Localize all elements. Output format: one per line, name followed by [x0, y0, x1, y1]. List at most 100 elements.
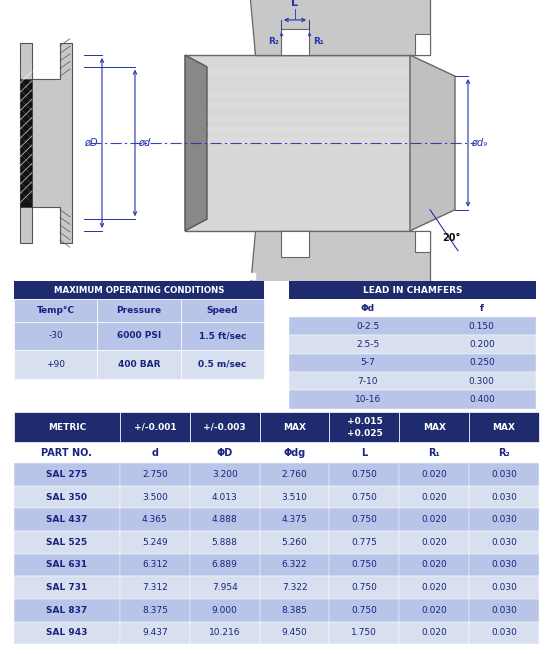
FancyBboxPatch shape [260, 576, 329, 599]
Text: 5-7: 5-7 [361, 358, 375, 368]
Text: +90: +90 [46, 360, 65, 369]
Text: d: d [151, 447, 158, 458]
FancyBboxPatch shape [289, 281, 536, 299]
FancyBboxPatch shape [260, 531, 329, 554]
Text: SAL 350: SAL 350 [46, 492, 87, 502]
Polygon shape [415, 231, 430, 252]
Text: 3.200: 3.200 [212, 470, 238, 479]
Polygon shape [207, 114, 410, 122]
Text: METRIC: METRIC [48, 422, 86, 432]
Text: PART NO.: PART NO. [41, 447, 92, 458]
Text: R₁: R₁ [428, 447, 440, 458]
Text: 5.888: 5.888 [212, 538, 238, 547]
FancyBboxPatch shape [260, 554, 329, 576]
FancyBboxPatch shape [14, 300, 97, 322]
Text: 4.365: 4.365 [142, 515, 168, 525]
Text: 0.030: 0.030 [491, 583, 517, 592]
Polygon shape [415, 34, 430, 55]
Polygon shape [207, 69, 410, 76]
Text: 9.437: 9.437 [142, 628, 168, 638]
Polygon shape [247, 273, 255, 279]
Polygon shape [207, 103, 410, 110]
FancyBboxPatch shape [190, 576, 260, 599]
Text: 0.300: 0.300 [469, 377, 495, 386]
Text: +/-0.003: +/-0.003 [204, 422, 246, 432]
Text: 7.322: 7.322 [282, 583, 307, 592]
FancyBboxPatch shape [289, 317, 536, 336]
Text: Φd: Φd [361, 303, 375, 313]
Text: 6000 PSI: 6000 PSI [117, 332, 161, 341]
FancyBboxPatch shape [260, 463, 329, 486]
FancyBboxPatch shape [190, 531, 260, 554]
Text: 0.020: 0.020 [421, 606, 447, 615]
FancyBboxPatch shape [14, 412, 120, 442]
FancyBboxPatch shape [260, 508, 329, 531]
Text: ød: ød [138, 138, 150, 148]
FancyBboxPatch shape [469, 463, 539, 486]
FancyBboxPatch shape [14, 508, 120, 531]
Text: Temp°C: Temp°C [36, 306, 74, 315]
Text: 0.150: 0.150 [469, 322, 495, 331]
Text: 0.750: 0.750 [351, 583, 377, 592]
FancyBboxPatch shape [329, 576, 399, 599]
FancyBboxPatch shape [14, 350, 97, 379]
FancyBboxPatch shape [329, 412, 399, 442]
Polygon shape [207, 137, 410, 144]
Text: SAL 731: SAL 731 [46, 583, 87, 592]
Text: 4.375: 4.375 [282, 515, 307, 525]
Text: MAXIMUM OPERATING CONDITIONS: MAXIMUM OPERATING CONDITIONS [54, 286, 224, 295]
Text: 20°: 20° [442, 233, 460, 243]
Text: 0.750: 0.750 [351, 606, 377, 615]
FancyBboxPatch shape [399, 508, 469, 531]
Polygon shape [207, 58, 410, 65]
Text: 10.216: 10.216 [209, 628, 240, 638]
FancyBboxPatch shape [469, 486, 539, 508]
Text: 8.375: 8.375 [142, 606, 168, 615]
Text: 0.020: 0.020 [421, 470, 447, 479]
Text: 2.5-5: 2.5-5 [356, 340, 380, 349]
Text: 0.030: 0.030 [491, 470, 517, 479]
Text: 4.013: 4.013 [212, 492, 238, 502]
FancyBboxPatch shape [399, 554, 469, 576]
Text: SAL 943: SAL 943 [46, 628, 87, 638]
Text: 0.5 m/sec: 0.5 m/sec [198, 360, 246, 369]
FancyBboxPatch shape [120, 463, 190, 486]
Text: 9.450: 9.450 [282, 628, 307, 638]
Polygon shape [185, 55, 207, 231]
Polygon shape [281, 231, 309, 256]
FancyBboxPatch shape [260, 486, 329, 508]
Text: +/-0.001: +/-0.001 [134, 422, 176, 432]
Text: 0.750: 0.750 [351, 492, 377, 502]
Text: f: f [480, 303, 484, 313]
FancyBboxPatch shape [289, 336, 536, 354]
Text: MAX: MAX [423, 422, 446, 432]
Text: 0.020: 0.020 [421, 583, 447, 592]
FancyBboxPatch shape [180, 350, 264, 379]
FancyBboxPatch shape [399, 599, 469, 621]
FancyBboxPatch shape [329, 463, 399, 486]
Text: 0.750: 0.750 [351, 515, 377, 525]
FancyBboxPatch shape [190, 463, 260, 486]
Text: øD: øD [85, 138, 98, 148]
Text: 2.750: 2.750 [142, 470, 168, 479]
Text: 5.260: 5.260 [282, 538, 307, 547]
Polygon shape [207, 92, 410, 99]
FancyBboxPatch shape [190, 412, 260, 442]
FancyBboxPatch shape [399, 463, 469, 486]
Polygon shape [20, 78, 32, 207]
FancyBboxPatch shape [469, 412, 539, 442]
Text: SAL 275: SAL 275 [46, 470, 87, 479]
FancyBboxPatch shape [469, 531, 539, 554]
Text: 7-10: 7-10 [358, 377, 378, 386]
Text: 0.775: 0.775 [351, 538, 377, 547]
FancyBboxPatch shape [289, 390, 536, 409]
Text: 0.030: 0.030 [491, 560, 517, 570]
FancyBboxPatch shape [469, 554, 539, 576]
Polygon shape [247, 231, 430, 318]
Text: 0.750: 0.750 [351, 470, 377, 479]
Text: 0.400: 0.400 [469, 395, 494, 404]
Text: 10-16: 10-16 [355, 395, 381, 404]
FancyBboxPatch shape [399, 531, 469, 554]
Text: LEAD IN CHAMFERS: LEAD IN CHAMFERS [363, 286, 462, 295]
FancyBboxPatch shape [329, 554, 399, 576]
